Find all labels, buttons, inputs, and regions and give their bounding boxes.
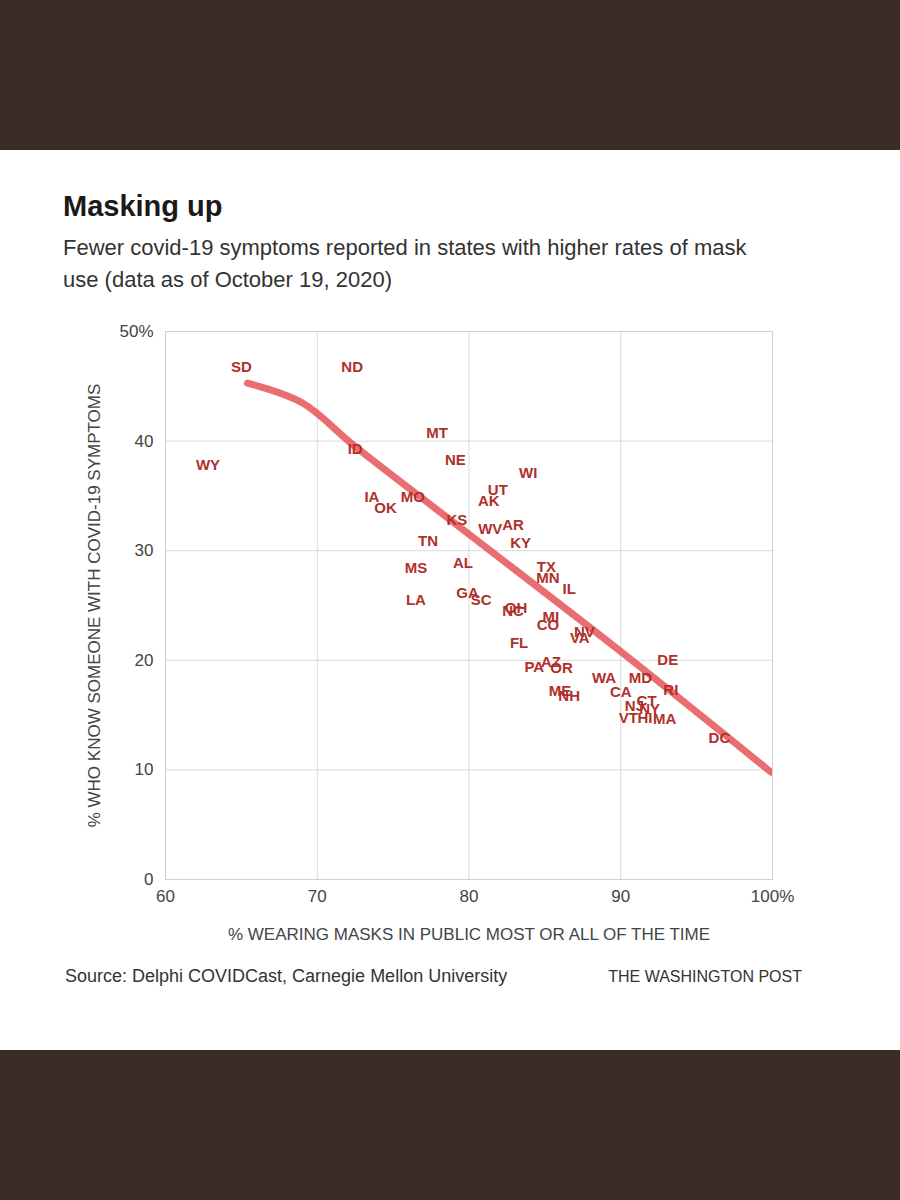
svg-text:OR: OR (550, 659, 573, 676)
svg-text:70: 70 (308, 887, 327, 906)
svg-text:CO: CO (537, 616, 560, 633)
svg-text:HI: HI (638, 709, 653, 726)
svg-text:DE: DE (657, 651, 678, 668)
svg-text:% WHO KNOW SOMEONE WITH COVID-: % WHO KNOW SOMEONE WITH COVID-19 SYMPTOM… (85, 384, 104, 828)
html-text:THE WASHINGTON POST: THE WASHINGTON POST (608, 968, 802, 985)
svg-text:50%: 50% (119, 322, 153, 341)
svg-text:VA: VA (570, 629, 590, 646)
svg-text:AK: AK (478, 492, 500, 509)
svg-text:DC: DC (709, 729, 731, 746)
html-text:Masking up: Masking up (63, 190, 223, 222)
svg-text:WY: WY (196, 456, 220, 473)
svg-text:MD: MD (629, 669, 652, 686)
svg-text:AR: AR (502, 516, 524, 533)
svg-text:NC: NC (502, 602, 524, 619)
svg-text:UT: UT (487, 481, 508, 499)
svg-text:FL: FL (510, 634, 528, 651)
html-text:Source: Delphi COVIDCast, Carn: Source: Delphi COVIDCast, Carnegie Mello… (65, 966, 508, 986)
svg-text:MT: MT (426, 424, 448, 441)
svg-text:IA: IA (364, 487, 380, 505)
svg-text:10: 10 (135, 760, 154, 779)
svg-text:TN: TN (418, 532, 438, 549)
svg-text:MA: MA (653, 710, 676, 727)
svg-text:40: 40 (135, 432, 154, 451)
svg-text:PA: PA (524, 657, 545, 675)
svg-text:100%: 100% (751, 887, 794, 906)
svg-text:60: 60 (156, 887, 175, 906)
svg-text:GA: GA (456, 584, 479, 602)
svg-text:OK: OK (374, 499, 397, 516)
svg-text:30: 30 (135, 541, 154, 560)
svg-text:SD: SD (231, 358, 252, 375)
svg-text:ND: ND (341, 358, 363, 375)
svg-text:KS: KS (446, 511, 467, 528)
svg-text:WI: WI (519, 464, 537, 481)
svg-text:20: 20 (135, 651, 154, 670)
svg-text:CA: CA (609, 682, 632, 700)
svg-text:NE: NE (445, 451, 466, 468)
svg-text:TX: TX (536, 557, 556, 575)
svg-text:SC: SC (471, 591, 492, 608)
svg-text:80: 80 (460, 887, 479, 906)
svg-text:MN: MN (536, 569, 559, 586)
svg-text:MS: MS (405, 559, 428, 576)
svg-text:IL: IL (562, 580, 575, 597)
html-text:Fewer covid-19 symptoms report: Fewer covid-19 symptoms reported in stat… (63, 235, 747, 292)
svg-text:WA: WA (592, 668, 617, 686)
svg-text:AL: AL (453, 554, 473, 571)
svg-text:NH: NH (558, 687, 580, 704)
svg-text:LA: LA (406, 591, 426, 608)
svg-text:VT: VT (619, 709, 638, 726)
svg-text:90: 90 (611, 887, 630, 906)
svg-text:ID: ID (348, 440, 363, 457)
svg-text:% WEARING MASKS IN PUBLIC MOST: % WEARING MASKS IN PUBLIC MOST OR ALL OF… (228, 925, 710, 944)
svg-text:RI: RI (663, 681, 678, 698)
svg-text:WV: WV (478, 520, 502, 537)
svg-text:0: 0 (144, 870, 153, 889)
svg-text:MO: MO (401, 488, 425, 505)
svg-text:KY: KY (510, 534, 531, 551)
